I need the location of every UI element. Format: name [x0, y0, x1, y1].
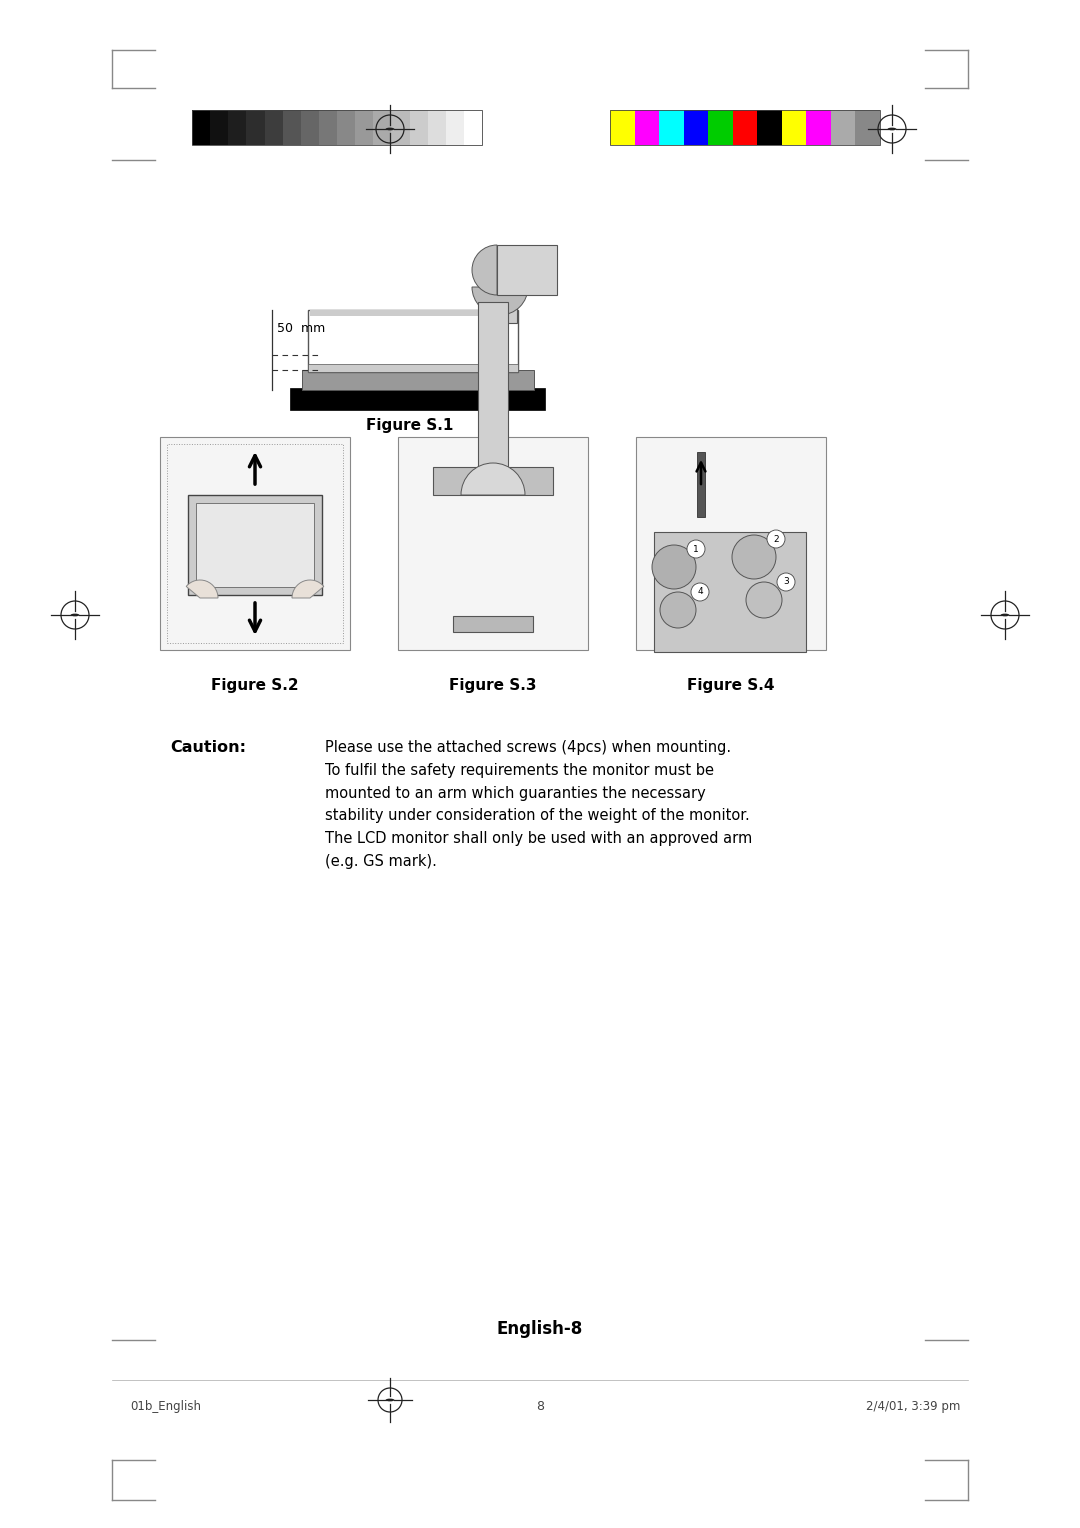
Bar [757, 110, 782, 145]
Bar [228, 110, 246, 145]
Text: 2: 2 [773, 535, 779, 544]
Bar [246, 110, 265, 145]
Circle shape [732, 535, 777, 579]
Bar [308, 310, 518, 371]
Bar [636, 437, 826, 649]
Wedge shape [186, 581, 218, 597]
Bar [453, 616, 534, 633]
Bar [807, 110, 831, 145]
Bar [654, 532, 806, 652]
Circle shape [691, 584, 708, 601]
Text: Figure S.2: Figure S.2 [212, 678, 299, 694]
Bar [188, 495, 322, 594]
Bar [192, 110, 482, 145]
Bar [399, 437, 588, 649]
Text: 4: 4 [698, 587, 703, 596]
Bar [464, 110, 482, 145]
Text: 1: 1 [693, 544, 699, 553]
Text: Figure S.1: Figure S.1 [366, 419, 454, 432]
Circle shape [746, 582, 782, 617]
Text: Please use the attached screws (4pcs) when mounting.
To fulfil the safety requir: Please use the attached screws (4pcs) wh… [325, 740, 753, 869]
Bar [302, 370, 534, 390]
Ellipse shape [70, 614, 80, 616]
Bar [167, 445, 343, 643]
Bar [355, 110, 374, 145]
Circle shape [767, 530, 785, 549]
Bar [374, 110, 391, 145]
Circle shape [652, 545, 696, 588]
Text: 50  mm: 50 mm [276, 322, 325, 335]
Text: Caution:: Caution: [170, 740, 246, 755]
Bar [337, 110, 355, 145]
Text: 01b_English: 01b_English [130, 1400, 201, 1413]
Wedge shape [472, 287, 528, 315]
Bar [409, 110, 428, 145]
Bar [610, 110, 880, 145]
Bar [708, 110, 732, 145]
Bar [160, 437, 350, 649]
Bar [211, 110, 228, 145]
Circle shape [777, 573, 795, 591]
Text: Figure S.3: Figure S.3 [449, 678, 537, 694]
Bar [308, 364, 518, 371]
Text: 2/4/01, 3:39 pm: 2/4/01, 3:39 pm [866, 1400, 960, 1413]
Bar [697, 452, 705, 516]
Bar [265, 110, 283, 145]
Text: English-8: English-8 [497, 1320, 583, 1339]
Text: 3: 3 [783, 578, 788, 587]
Bar [300, 110, 319, 145]
Bar [659, 110, 684, 145]
Bar [319, 110, 337, 145]
Bar [495, 286, 517, 322]
Bar [291, 388, 545, 410]
Bar [195, 503, 314, 587]
Text: 8: 8 [536, 1400, 544, 1413]
Bar [831, 110, 855, 145]
Bar [433, 468, 553, 495]
Bar [310, 310, 516, 316]
Wedge shape [461, 463, 525, 495]
Bar [684, 110, 708, 145]
Bar [782, 110, 807, 145]
Wedge shape [472, 244, 497, 295]
Ellipse shape [386, 1398, 394, 1401]
Bar [428, 110, 446, 145]
Bar [610, 110, 635, 145]
Wedge shape [292, 581, 324, 597]
Ellipse shape [386, 128, 394, 130]
Bar [446, 110, 464, 145]
Bar [478, 303, 508, 468]
Bar [732, 110, 757, 145]
Bar [192, 110, 211, 145]
Circle shape [660, 591, 696, 628]
Text: Figure S.4: Figure S.4 [687, 678, 774, 694]
Circle shape [687, 539, 705, 558]
Ellipse shape [888, 128, 896, 130]
Bar [497, 244, 557, 295]
Bar [635, 110, 659, 145]
Bar [855, 110, 880, 145]
Ellipse shape [1000, 614, 1010, 616]
Bar [283, 110, 300, 145]
Bar [391, 110, 409, 145]
